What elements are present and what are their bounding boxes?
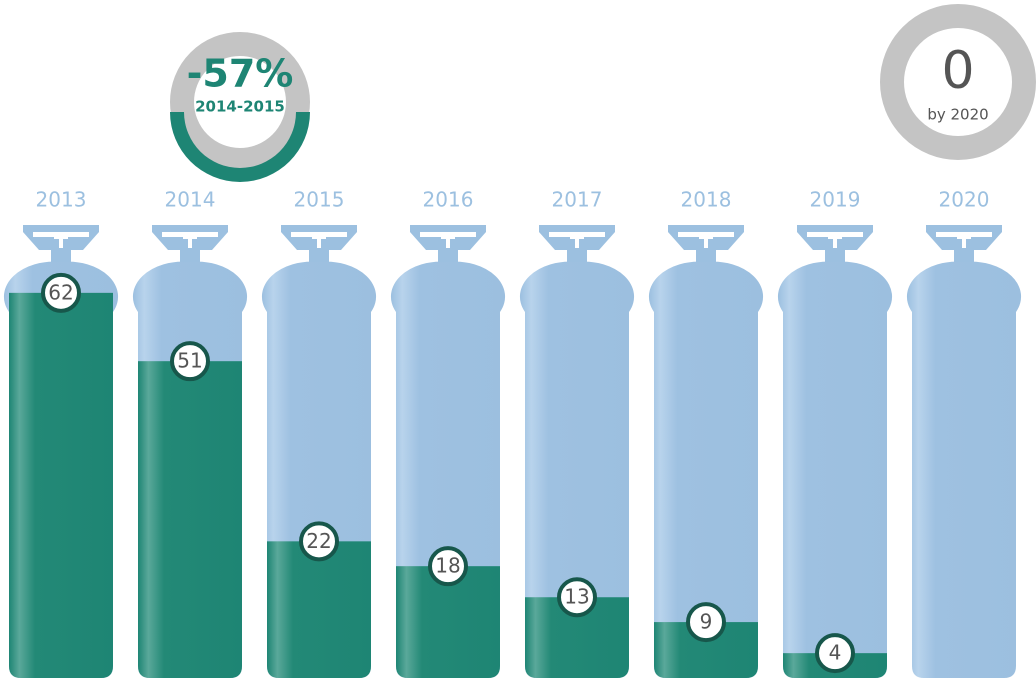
valve-cap <box>183 236 197 239</box>
cylinder: 22 <box>262 225 376 678</box>
value-label: 22 <box>306 529 331 553</box>
value-label: 13 <box>564 585 589 609</box>
x-tick-label: 2017 <box>552 188 603 212</box>
cylinder-body <box>778 262 892 678</box>
valve-cap <box>957 236 971 239</box>
callout-value: -57% <box>187 52 294 96</box>
x-tick-label: 2020 <box>939 188 990 212</box>
bar <box>267 541 371 678</box>
valve-cap <box>54 236 68 239</box>
valve-cap <box>828 236 842 239</box>
cylinder: 51 <box>133 225 247 678</box>
x-tick-label: 2016 <box>423 188 474 212</box>
value-label: 62 <box>48 280 73 304</box>
valve-cap <box>570 236 584 239</box>
valve-cap <box>699 236 713 239</box>
x-tick-label: 2014 <box>165 188 216 212</box>
cylinder: 62 <box>4 225 118 678</box>
cylinder: 18 <box>391 225 505 678</box>
cylinder: 4 <box>778 225 892 678</box>
x-tick-label: 2018 <box>681 188 732 212</box>
donut-callout: -57% 2014-2015 <box>170 44 310 182</box>
callout-label: by 2020 <box>927 106 988 124</box>
value-label: 9 <box>700 610 713 634</box>
valve-cap <box>312 236 326 239</box>
chart: -57% 2014-2015 0 by 2020 62 2013 51 2014 22 2… <box>0 0 1036 681</box>
x-tick-label: 2015 <box>294 188 345 212</box>
value-label: 51 <box>177 349 202 373</box>
callout-label: 2014-2015 <box>195 98 285 116</box>
cylinder: 13 <box>520 225 634 678</box>
value-label: 4 <box>829 641 842 665</box>
donut-callout: 0 by 2020 <box>892 16 1024 148</box>
cylinder <box>907 225 1021 678</box>
valve-cap <box>441 236 455 239</box>
x-tick-label: 2013 <box>36 188 87 212</box>
x-tick-label: 2019 <box>810 188 861 212</box>
value-label: 18 <box>435 554 460 578</box>
bar <box>9 293 113 678</box>
cylinder: 9 <box>649 225 763 678</box>
callout-value: 0 <box>941 41 974 101</box>
bar <box>138 361 242 678</box>
cylinder-body <box>907 262 1021 678</box>
